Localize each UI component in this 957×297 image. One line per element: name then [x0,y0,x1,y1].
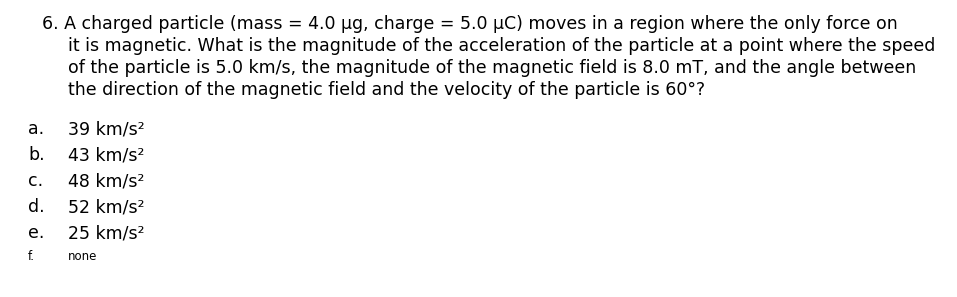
Text: c.: c. [28,172,43,190]
Text: 52 km/s²: 52 km/s² [68,198,145,216]
Text: 48 km/s²: 48 km/s² [68,172,145,190]
Text: 39 km/s²: 39 km/s² [68,120,145,138]
Text: none: none [68,250,98,263]
Text: of the particle is 5.0 km/s, the magnitude of the magnetic field is 8.0 mT, and : of the particle is 5.0 km/s, the magnitu… [68,59,916,77]
Text: it is magnetic. What is the magnitude of the acceleration of the particle at a p: it is magnetic. What is the magnitude of… [68,37,935,55]
Text: 6. A charged particle (mass = 4.0 μg, charge = 5.0 μC) moves in a region where t: 6. A charged particle (mass = 4.0 μg, ch… [42,15,898,33]
Text: 43 km/s²: 43 km/s² [68,146,145,164]
Text: a.: a. [28,120,44,138]
Text: b.: b. [28,146,45,164]
Text: the direction of the magnetic field and the velocity of the particle is 60°?: the direction of the magnetic field and … [68,81,705,99]
Text: f.: f. [28,250,35,263]
Text: 25 km/s²: 25 km/s² [68,224,145,242]
Text: e.: e. [28,224,44,242]
Text: d.: d. [28,198,45,216]
